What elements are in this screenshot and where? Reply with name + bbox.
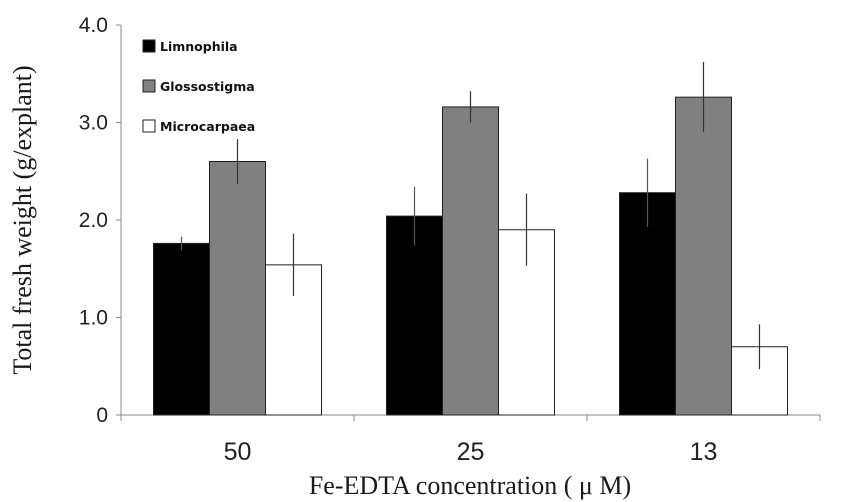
- x-axis: 50 25 13: [120, 414, 821, 466]
- y-tick-label: 4.0: [79, 14, 108, 37]
- x-category-label: 13: [690, 438, 718, 466]
- y-tick-label: 3.0: [79, 112, 108, 135]
- legend-label-glossostigma: Glossostigma: [160, 79, 255, 94]
- y-tick-label: 0: [96, 404, 108, 427]
- bar-limnophila: [619, 192, 676, 416]
- error-bars-group: [180, 62, 761, 370]
- legend: Limnophila Glossostigma Microcarpaea: [142, 39, 255, 134]
- legend-label-microcarpaea: Microcarpaea: [160, 119, 255, 134]
- x-category-label: 50: [224, 438, 252, 466]
- legend-swatch-microcarpaea: [142, 119, 156, 133]
- y-tick-label: 2.0: [79, 209, 108, 232]
- bar-glossostigma: [442, 106, 499, 416]
- bar-glossostigma: [675, 96, 732, 416]
- legend-swatch-glossostigma: [142, 79, 156, 93]
- bar-limnophila: [386, 215, 443, 416]
- bars-group: [153, 96, 788, 416]
- y-axis-title: Total fresh weight (g/explant): [8, 65, 37, 374]
- y-tick-label: 1.0: [79, 307, 108, 330]
- bar-glossostigma: [209, 161, 266, 416]
- bar-limnophila: [153, 242, 210, 416]
- y-axis: 0 1.0 2.0 3.0 4.0: [79, 14, 122, 427]
- x-category-label: 25: [457, 438, 485, 466]
- legend-swatch-limnophila: [142, 39, 156, 53]
- legend-label-limnophila: Limnophila: [160, 39, 238, 54]
- x-axis-title: Fe-EDTA concentration ( μ M): [309, 471, 631, 500]
